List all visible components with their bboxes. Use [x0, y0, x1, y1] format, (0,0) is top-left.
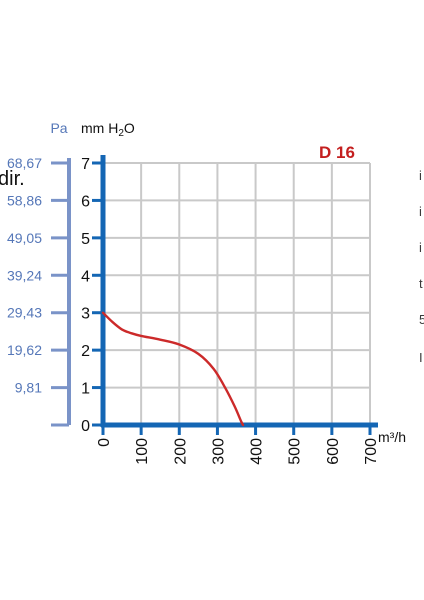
x-tick-label: 0: [96, 438, 113, 447]
right-clipped-fragment: t: [419, 276, 423, 291]
x-axis-label: m³/h: [378, 429, 406, 445]
y-tick-label: 0: [81, 418, 90, 435]
labels: 0 1 2 3 4 5 6 7 0 100 200 300 400 500 600 700 D 16 mm H2O…: [81, 120, 406, 465]
grid: [103, 162, 371, 425]
x-tick-label: 300: [210, 438, 227, 465]
y-tick-label: 1: [81, 381, 90, 398]
y-axis-label: mm H2O: [81, 120, 135, 139]
secondary-tick-label: 58,86: [7, 192, 42, 208]
secondary-tick-label: 68,67: [7, 155, 42, 171]
secondary-tick-label: 49,05: [7, 230, 42, 246]
secondary-pa-axis: 9,81 19,62 29,43 39,24 49,05 58,86 68,67 Pa: [7, 120, 71, 427]
y-tick-label: 2: [81, 343, 90, 360]
series-layer: [101, 311, 245, 427]
x-tick-label: 600: [325, 438, 342, 465]
chart-title: D 16: [319, 143, 355, 162]
secondary-tick-label: 39,24: [7, 267, 42, 283]
secondary-tick-label: 9,81: [15, 380, 42, 396]
axes: [92, 155, 378, 435]
secondary-tick-label: 19,62: [7, 342, 42, 358]
x-tick-label: 200: [172, 438, 189, 465]
y-tick-label: 6: [81, 193, 90, 210]
right-clipped-fragment: I: [419, 350, 423, 365]
right-clipped-fragment: i: [419, 204, 422, 219]
y-tick-label: 7: [81, 156, 90, 173]
x-tick-label: 400: [249, 438, 266, 465]
fan-curve-series-line: [101, 311, 245, 427]
right-clipped-fragment: i: [419, 168, 422, 183]
x-tick-label: 700: [363, 438, 380, 465]
right-clipped-fragment: 5: [419, 312, 424, 327]
y-tick-label: 4: [81, 268, 90, 285]
y-tick-label: 3: [81, 306, 90, 323]
x-tick-label: 500: [287, 438, 304, 465]
right-clipped-fragment: i: [419, 240, 422, 255]
secondary-tick-label: 29,43: [7, 305, 42, 321]
x-tick-label: 100: [134, 438, 151, 465]
y-tick-label: 5: [81, 231, 90, 248]
left-clipped-text: dir.: [0, 168, 25, 190]
secondary-axis-unit: Pa: [50, 120, 67, 136]
